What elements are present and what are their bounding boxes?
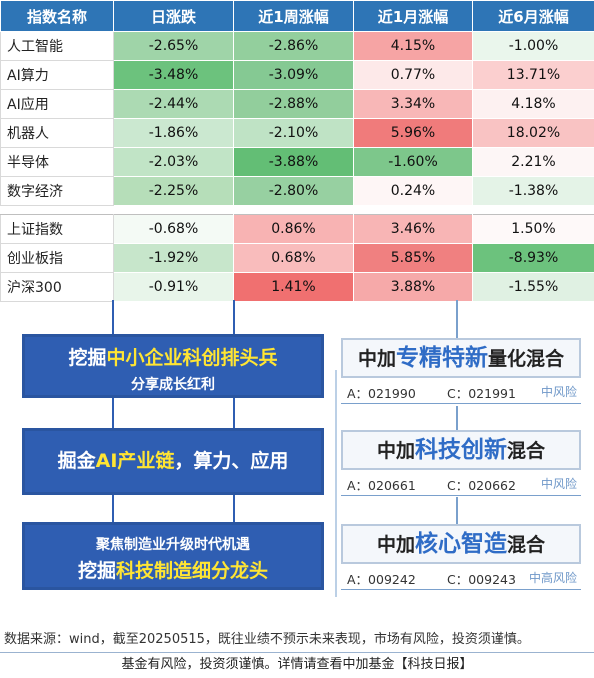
theme-box-2: 掘金AI产业链，算力、应用 <box>22 428 324 495</box>
index-name-cell: 上证指数 <box>1 215 114 244</box>
fund-2-c-code: C：020662 <box>447 475 516 494</box>
fund-1-risk-level: 中风险 <box>541 383 577 400</box>
theme-3-prefix: 挖掘 <box>78 560 116 582</box>
table-row: 沪深300-0.91%1.41%3.88%-1.55% <box>1 273 594 302</box>
change-value-cell: 13.71% <box>473 61 594 90</box>
table-row: 上证指数-0.68%0.86%3.46%1.50% <box>1 215 594 244</box>
fund-3-a-code: A：009242 <box>347 569 416 588</box>
change-value-cell: -0.91% <box>114 273 234 302</box>
change-value-cell: 3.46% <box>354 215 473 244</box>
table-row: 半导体-2.03%-3.88%-1.60%2.21% <box>1 148 594 177</box>
change-value-cell: 2.21% <box>473 148 594 177</box>
fund-3-title: 中加核心智造混合 <box>341 524 581 564</box>
table-row: 人工智能-2.65%-2.86%4.15%-1.00% <box>1 32 594 61</box>
change-value-cell: 0.24% <box>354 177 473 206</box>
table-header-row: 指数名称 日涨跌 近1周涨幅 近1月涨幅 近6月涨幅 <box>1 1 594 32</box>
change-value-cell: 1.41% <box>234 273 354 302</box>
theme-box-1: 挖掘中小企业科创排头兵 分享成长红利 <box>22 334 324 398</box>
index-name-cell: AI应用 <box>1 90 114 119</box>
change-value-cell: -2.88% <box>234 90 354 119</box>
change-value-cell: -1.55% <box>473 273 594 302</box>
change-value-cell: 0.68% <box>234 244 354 273</box>
table-row: 数字经济-2.25%-2.80%0.24%-1.38% <box>1 177 594 206</box>
index-name-cell: 机器人 <box>1 119 114 148</box>
fund-card-2: 中加科技创新混合 A：020661 C：020662 中风险 <box>341 430 581 496</box>
change-value-cell: -1.60% <box>354 148 473 177</box>
index-name-cell: 沪深300 <box>1 273 114 302</box>
fund-3-codes: A：009242 C：009243 中高风险 <box>341 567 581 590</box>
theme-1-subtitle: 分享成长红利 <box>25 374 321 394</box>
change-value-cell: 3.34% <box>354 90 473 119</box>
index-name-cell: 创业板指 <box>1 244 114 273</box>
fund-2-a-code: A：020661 <box>347 475 416 494</box>
index-name-cell: 半导体 <box>1 148 114 177</box>
change-value-cell: -3.48% <box>114 61 234 90</box>
theme-3-subtitle: 聚焦制造业升级时代机遇 <box>25 534 321 554</box>
theme-1-highlight: 中小企业科创排头兵 <box>107 347 278 369</box>
header-daily-change: 日涨跌 <box>114 1 234 32</box>
fund-1-a-code: A：021990 <box>347 383 416 402</box>
fund-1-codes: A：021990 C：021991 中风险 <box>341 381 581 404</box>
header-1w-change: 近1周涨幅 <box>234 1 354 32</box>
change-value-cell: -1.86% <box>114 119 234 148</box>
table-row: AI应用-2.44%-2.88%3.34%4.18% <box>1 90 594 119</box>
change-value-cell: -2.80% <box>234 177 354 206</box>
risk-disclaimer: 基金有风险，投资须谨慎。详情请查看中加基金【科技日报】 <box>0 652 594 678</box>
change-value-cell: 4.18% <box>473 90 594 119</box>
change-value-cell: -2.25% <box>114 177 234 206</box>
data-source-note: 数据来源：wind，截至20250515，既往业绩不预示未来表现，市场有风险，投… <box>0 628 594 647</box>
theme-3-highlight: 科技制造细分龙头 <box>116 560 268 582</box>
change-value-cell: 0.86% <box>234 215 354 244</box>
change-value-cell: 1.50% <box>473 215 594 244</box>
change-value-cell: -2.44% <box>114 90 234 119</box>
index-name-cell: 数字经济 <box>1 177 114 206</box>
change-value-cell: 3.88% <box>354 273 473 302</box>
theme-box-3: 聚焦制造业升级时代机遇 挖掘科技制造细分龙头 <box>22 522 324 590</box>
fund-1-c-code: C：021991 <box>447 383 516 402</box>
separator-cell <box>1 206 594 215</box>
theme-2-prefix: 掘金 <box>58 450 96 472</box>
fund-3-c-code: C：009243 <box>447 569 516 588</box>
change-value-cell: -1.00% <box>473 32 594 61</box>
index-performance-table: 指数名称 日涨跌 近1周涨幅 近1月涨幅 近6月涨幅 人工智能-2.65%-2.… <box>0 0 594 302</box>
change-value-cell: -1.38% <box>473 177 594 206</box>
change-value-cell: 5.96% <box>354 119 473 148</box>
table-row: 机器人-1.86%-2.10%5.96%18.02% <box>1 119 594 148</box>
fund-card-3: 中加核心智造混合 A：009242 C：009243 中高风险 <box>341 524 581 590</box>
change-value-cell: -1.92% <box>114 244 234 273</box>
change-value-cell: -2.03% <box>114 148 234 177</box>
change-value-cell: 5.85% <box>354 244 473 273</box>
fund-2-title: 中加科技创新混合 <box>341 430 581 470</box>
change-value-cell: -2.86% <box>234 32 354 61</box>
index-name-cell: 人工智能 <box>1 32 114 61</box>
fund-1-title: 中加专精特新量化混合 <box>341 338 581 378</box>
change-value-cell: -0.68% <box>114 215 234 244</box>
change-value-cell: -3.09% <box>234 61 354 90</box>
change-value-cell: -2.10% <box>234 119 354 148</box>
index-name-cell: AI算力 <box>1 61 114 90</box>
change-value-cell: -3.88% <box>234 148 354 177</box>
fund-card-1: 中加专精特新量化混合 A：021990 C：021991 中风险 <box>341 338 581 404</box>
change-value-cell: -2.65% <box>114 32 234 61</box>
fund-2-codes: A：020661 C：020662 中风险 <box>341 473 581 496</box>
fund-3-risk-level: 中高风险 <box>529 569 577 586</box>
change-value-cell: 4.15% <box>354 32 473 61</box>
theme-1-prefix: 挖掘 <box>68 347 106 369</box>
table-row: AI算力-3.48%-3.09%0.77%13.71% <box>1 61 594 90</box>
change-value-cell: -8.93% <box>473 244 594 273</box>
change-value-cell: 0.77% <box>354 61 473 90</box>
theme-2-highlight: AI产业链 <box>96 450 175 472</box>
header-index-name: 指数名称 <box>1 1 114 32</box>
header-1m-change: 近1月涨幅 <box>354 1 473 32</box>
table-row: 创业板指-1.92%0.68%5.85%-8.93% <box>1 244 594 273</box>
fund-2-risk-level: 中风险 <box>541 475 577 492</box>
theme-2-suffix: ，算力、应用 <box>174 450 288 472</box>
table-separator <box>1 206 594 215</box>
header-6m-change: 近6月涨幅 <box>473 1 594 32</box>
change-value-cell: 18.02% <box>473 119 594 148</box>
